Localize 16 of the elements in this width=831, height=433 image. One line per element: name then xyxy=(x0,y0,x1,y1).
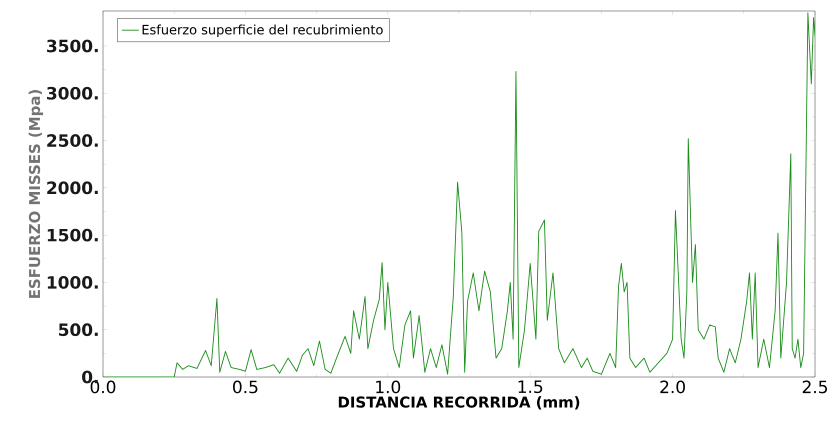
y-tick-label: 2000. xyxy=(47,181,98,194)
y-axis-title: ESFUERZO MISSES (Mpa) xyxy=(28,90,44,298)
x-axis-title: DISTANCIA RECORRIDA (mm) xyxy=(338,396,580,410)
y-tick-label: 3500. xyxy=(47,40,98,52)
legend-label: Esfuerzo superficie del recubrimiento xyxy=(142,24,383,38)
x-tick-label: 2.5 xyxy=(802,380,827,394)
y-tick-label: 3000. xyxy=(47,86,98,100)
y-tick-label: 1500. xyxy=(48,228,98,242)
y-tick-label: 2500. xyxy=(47,134,98,147)
x-tick-label: 1.5 xyxy=(518,380,542,394)
line-series xyxy=(103,12,816,377)
x-tick-label: 2.0 xyxy=(660,380,685,394)
y-tick-label: 500. xyxy=(59,323,98,336)
x-tick-label: 1.0 xyxy=(376,380,400,394)
y-tick-label: 1000. xyxy=(48,276,98,289)
x-tick-label: 0.5 xyxy=(233,380,258,394)
